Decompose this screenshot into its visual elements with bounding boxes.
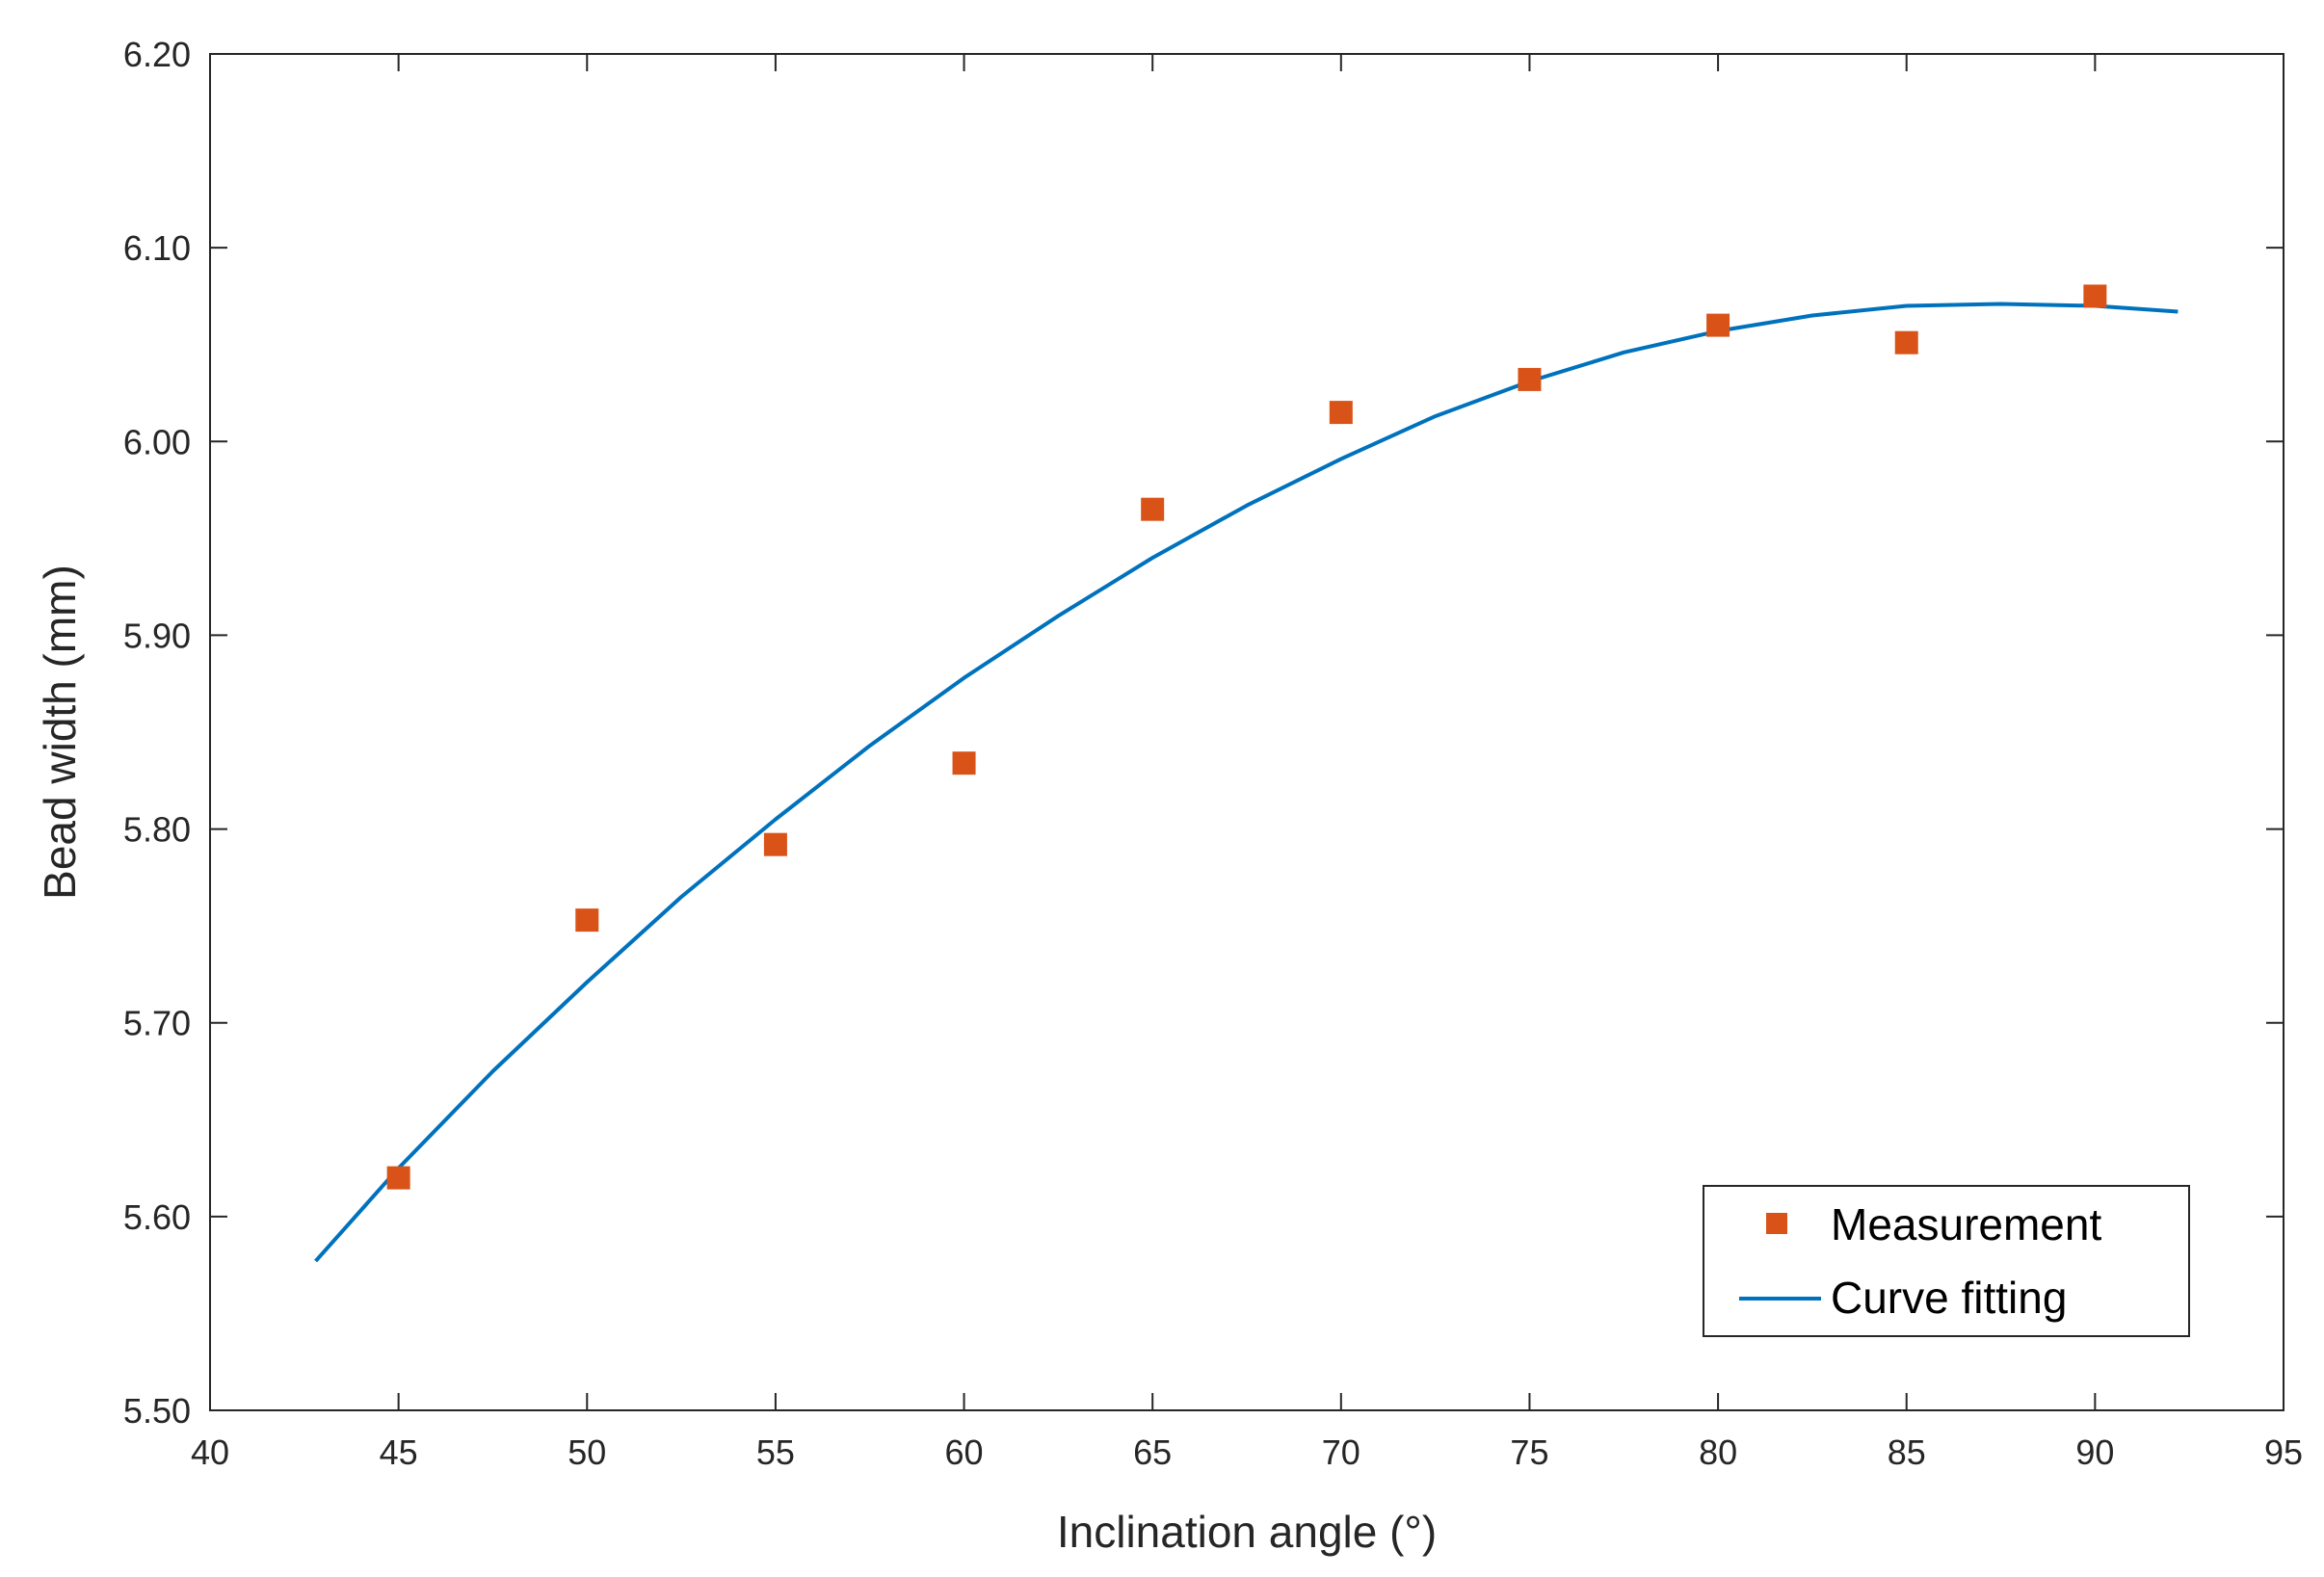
y-tick-labels: 5.50 5.60 5.70 5.80 5.90 6.00 6.10 6.20 bbox=[123, 35, 191, 1431]
x-axis-title: Inclination angle (°) bbox=[1057, 1507, 1437, 1557]
x-tick-label: 65 bbox=[1133, 1432, 1172, 1472]
y-tick-label: 6.00 bbox=[123, 422, 191, 461]
x-tick-labels: 40 45 50 55 60 65 70 75 80 85 90 95 bbox=[191, 1432, 2303, 1472]
legend-box bbox=[1703, 1185, 2190, 1337]
measurement-point bbox=[1518, 367, 1542, 391]
legend-measurement-marker bbox=[1766, 1213, 1787, 1234]
measurement-point bbox=[763, 832, 787, 856]
measurement-point bbox=[1894, 330, 1918, 355]
y-tick-label: 6.10 bbox=[123, 228, 191, 268]
legend-curve-fitting-label: Curve fitting bbox=[1831, 1273, 2067, 1323]
y-tick-label: 5.60 bbox=[123, 1197, 191, 1237]
y-axis-title: Bead width (mm) bbox=[35, 565, 85, 900]
measurement-point bbox=[952, 751, 976, 775]
x-tick-label: 45 bbox=[380, 1432, 418, 1472]
x-tick-label: 80 bbox=[1699, 1432, 1737, 1472]
legend-measurement-label: Measurement bbox=[1831, 1199, 2101, 1249]
legend: Measurement Curve fitting bbox=[1703, 1185, 2190, 1337]
x-tick-label: 70 bbox=[1322, 1432, 1360, 1472]
y-tick-label: 5.80 bbox=[123, 810, 191, 850]
plot-background bbox=[210, 54, 2284, 1410]
measurement-point bbox=[1706, 313, 1730, 337]
x-tick-label: 85 bbox=[1888, 1432, 1926, 1472]
x-tick-label: 75 bbox=[1510, 1432, 1548, 1472]
series-layer bbox=[314, 284, 2179, 1263]
measurement-point bbox=[2083, 284, 2107, 308]
measurement-point bbox=[1141, 497, 1165, 521]
y-tick-label: 5.50 bbox=[123, 1391, 191, 1431]
measurement-point bbox=[575, 908, 599, 933]
x-tick-label: 50 bbox=[568, 1432, 606, 1472]
x-tick-label: 95 bbox=[2264, 1432, 2303, 1472]
x-tick-label: 55 bbox=[756, 1432, 795, 1472]
plot-frame bbox=[209, 53, 2284, 1411]
curve-fitting-line bbox=[314, 302, 2179, 1263]
x-tick-label: 40 bbox=[191, 1432, 229, 1472]
y-tick-label: 5.70 bbox=[123, 1004, 191, 1043]
x-tick-label: 60 bbox=[945, 1432, 984, 1472]
y-tick-label: 6.20 bbox=[123, 35, 191, 74]
measurement-point bbox=[1329, 401, 1353, 425]
y-tick-label: 5.90 bbox=[123, 616, 191, 655]
tick-marks bbox=[209, 53, 2284, 1411]
measurement-point bbox=[386, 1166, 410, 1190]
x-tick-label: 90 bbox=[2075, 1432, 2114, 1472]
